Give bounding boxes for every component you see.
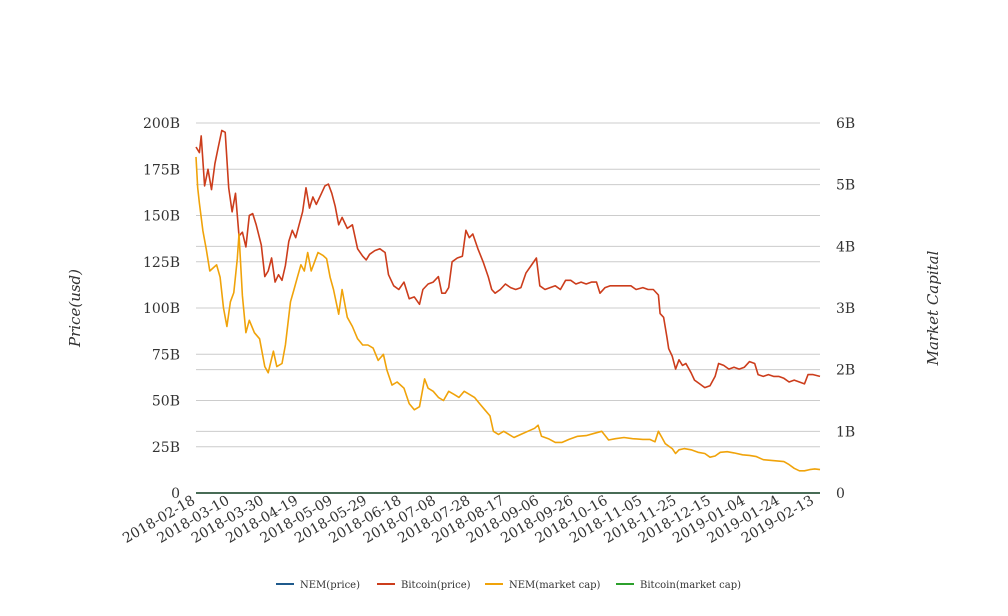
right-y-axis-title: Market Capital <box>924 250 942 366</box>
x-axis-ticks: 2018-02-182018-03-102018-03-302018-04-19… <box>120 493 817 547</box>
left-y-tick-label: 50B <box>152 394 180 410</box>
left-y-tick-label: 100B <box>143 301 180 317</box>
right-y-tick-label: 3B <box>836 301 855 317</box>
series-line-nem-market-cap <box>195 156 821 472</box>
left-y-tick-label: 200B <box>143 116 180 132</box>
left-y-tick-label: 125B <box>143 255 180 271</box>
right-y-tick-label: 0 <box>836 486 845 502</box>
left-y-tick-label: 75B <box>152 347 180 363</box>
right-y-axis-ticks: 0 1B 2B 3B 4B 5B 6B <box>836 116 855 502</box>
left-y-tick-label: 25B <box>152 440 180 456</box>
right-y-tick-label: 2B <box>836 363 855 379</box>
legend-label: NEM(price) <box>300 580 360 591</box>
legend-label: NEM(market cap) <box>509 580 601 591</box>
left-y-tick-label: 150B <box>143 209 180 225</box>
left-y-axis-ticks: 0 25B 50B 75B 100B 125B 150B 175B 200B <box>143 116 180 502</box>
left-y-tick-label: 0 <box>171 486 180 502</box>
legend: NEM(price) Bitcoin(price) NEM(market cap) B… <box>276 580 741 591</box>
left-y-tick-label: 175B <box>143 162 180 178</box>
legend-label: Bitcoin(market cap) <box>640 580 741 591</box>
series-line-bitcoin-price <box>195 129 821 389</box>
legend-label: Bitcoin(price) <box>401 580 471 591</box>
right-y-tick-label: 6B <box>836 116 855 132</box>
right-y-tick-label: 1B <box>836 424 855 440</box>
right-y-tick-label: 5B <box>836 178 855 194</box>
gridlines <box>196 122 820 448</box>
left-y-axis-title: Price(usd) <box>66 269 84 348</box>
right-y-tick-label: 4B <box>836 239 855 255</box>
